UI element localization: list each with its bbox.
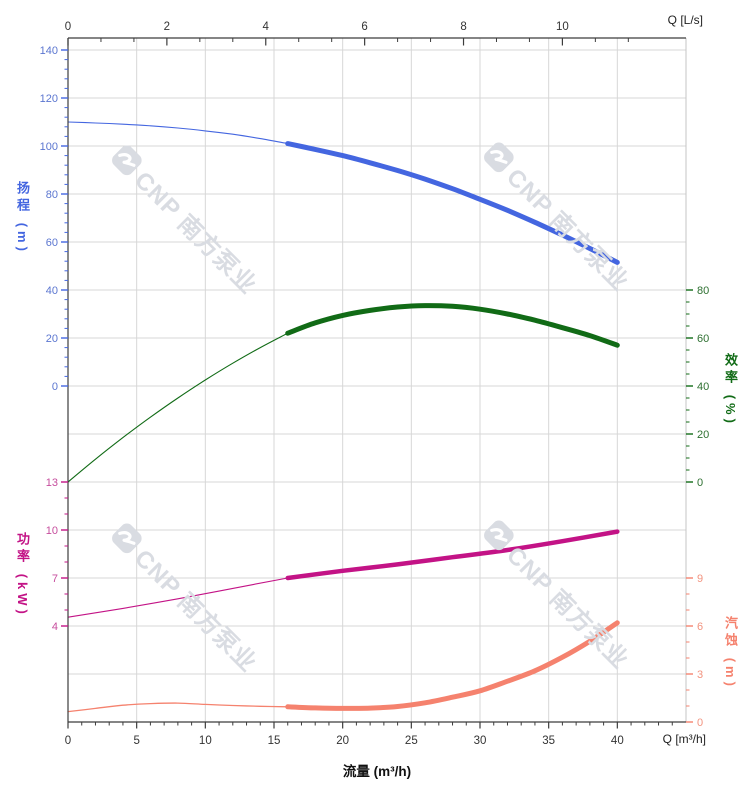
svg-text:20: 20 bbox=[336, 735, 349, 747]
svg-text:30: 30 bbox=[474, 735, 487, 747]
svg-text:0: 0 bbox=[697, 477, 703, 489]
svg-text:140: 140 bbox=[40, 45, 58, 57]
svg-text:20: 20 bbox=[46, 333, 58, 345]
svg-text:8: 8 bbox=[460, 21, 466, 33]
svg-text:80: 80 bbox=[697, 285, 709, 297]
svg-text:100: 100 bbox=[40, 141, 58, 153]
svg-text:13: 13 bbox=[46, 477, 58, 489]
head-axis-title: 扬程 (m) bbox=[15, 181, 30, 255]
npsh-curve bbox=[67, 620, 620, 713]
svg-text:4: 4 bbox=[52, 621, 58, 633]
power-axis: 13 10 7 4 bbox=[46, 477, 68, 633]
power-axis-title: 功率 (kW) bbox=[15, 532, 30, 618]
npsh-axis: 9 6 3 0 bbox=[686, 573, 703, 729]
axes-frame bbox=[67, 37, 687, 723]
svg-text:60: 60 bbox=[697, 333, 709, 345]
svg-text:2: 2 bbox=[164, 21, 170, 33]
head-curve bbox=[67, 121, 620, 265]
svg-text:120: 120 bbox=[40, 93, 58, 105]
svg-text:40: 40 bbox=[697, 381, 709, 393]
svg-text:3: 3 bbox=[697, 669, 703, 681]
efficiency-axis-title: 效率 (%) bbox=[723, 353, 738, 427]
svg-text:60: 60 bbox=[46, 237, 58, 249]
svg-text:4: 4 bbox=[263, 21, 270, 33]
svg-text:40: 40 bbox=[611, 735, 624, 747]
svg-text:0: 0 bbox=[65, 735, 71, 747]
bottom-axis: 0 5 10 15 20 25 30 35 40 bbox=[65, 722, 673, 747]
top-axis: 0 2 4 6 8 10 bbox=[65, 21, 629, 46]
npsh-axis-title: 汽蚀 (m) bbox=[723, 616, 738, 690]
svg-text:0: 0 bbox=[697, 717, 703, 729]
svg-text:15: 15 bbox=[268, 735, 281, 747]
svg-text:9: 9 bbox=[697, 573, 703, 585]
svg-text:35: 35 bbox=[542, 735, 555, 747]
flow-axis-title: 流量 (m³/h) bbox=[342, 764, 412, 779]
power-curve bbox=[67, 529, 620, 618]
svg-text:6: 6 bbox=[697, 621, 703, 633]
efficiency-axis: 80 60 40 20 0 bbox=[686, 285, 709, 489]
svg-text:25: 25 bbox=[405, 735, 418, 747]
bottom-axis-unit-label: Q [m³/h] bbox=[662, 732, 706, 746]
top-axis-unit-label: Q [L/s] bbox=[667, 13, 703, 27]
svg-text:10: 10 bbox=[46, 525, 58, 537]
svg-text:10: 10 bbox=[556, 21, 569, 33]
svg-text:20: 20 bbox=[697, 429, 709, 441]
efficiency-curve bbox=[67, 303, 620, 483]
svg-text:80: 80 bbox=[46, 189, 58, 201]
svg-text:40: 40 bbox=[46, 285, 58, 297]
svg-text:0: 0 bbox=[52, 381, 58, 393]
head-axis: 140 120 100 80 60 40 20 0 bbox=[40, 45, 68, 393]
svg-text:6: 6 bbox=[361, 21, 367, 33]
svg-text:5: 5 bbox=[133, 735, 139, 747]
svg-text:0: 0 bbox=[65, 21, 71, 33]
grid-lines bbox=[68, 38, 687, 722]
svg-text:7: 7 bbox=[52, 573, 58, 585]
svg-text:10: 10 bbox=[199, 735, 212, 747]
